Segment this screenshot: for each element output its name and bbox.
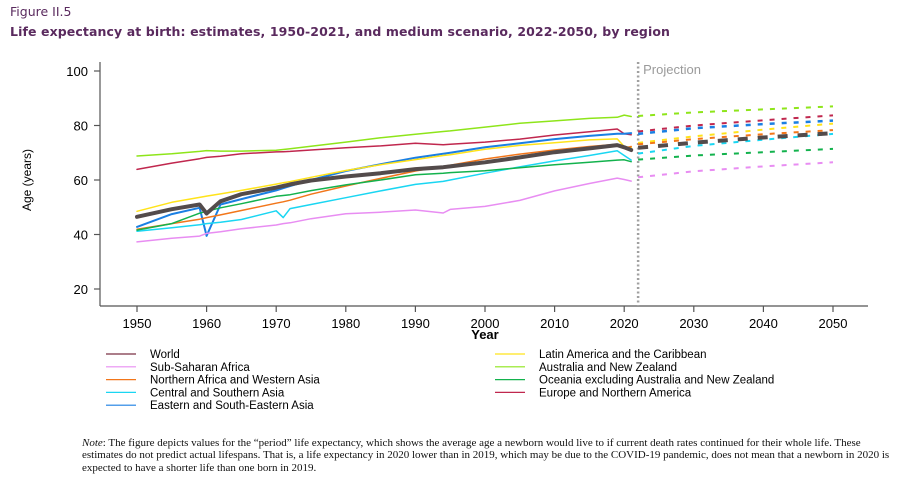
projection-label: Projection bbox=[643, 62, 701, 77]
x-axis-title: Year bbox=[471, 327, 498, 342]
figure-label: Figure II.5 bbox=[10, 4, 72, 19]
x-tick-label: 2020 bbox=[610, 316, 639, 331]
legend-item: Sub-Saharan Africa bbox=[106, 362, 250, 374]
series-projection-latin-america-and-the-caribbean bbox=[637, 122, 834, 144]
series-line-sub-saharan-africa bbox=[136, 177, 632, 243]
note-prefix: Note bbox=[82, 437, 103, 449]
series-projection-eastern-and-south-eastern-asia bbox=[637, 119, 834, 136]
series-line-eastern-and-south-eastern-asia bbox=[136, 132, 633, 237]
figure-title: Life expectancy at birth: estimates, 195… bbox=[10, 24, 671, 39]
legend-item: Europe and Northern America bbox=[495, 387, 692, 399]
series-line-australia-and-new-zealand bbox=[136, 114, 632, 157]
x-tick-label: 2010 bbox=[540, 316, 569, 331]
series-projection-world bbox=[637, 131, 834, 150]
legend-item: Northern Africa and Western Asia bbox=[106, 375, 320, 387]
series-layer bbox=[135, 105, 834, 243]
legend-label: Central and Southern Asia bbox=[150, 387, 285, 399]
x-tick-label: 2000 bbox=[471, 316, 500, 331]
legend-label: Europe and Northern America bbox=[539, 387, 692, 399]
y-tick-label: 40 bbox=[74, 228, 88, 243]
x-tick-label: 2040 bbox=[749, 316, 778, 331]
x-tick-label: 1950 bbox=[123, 316, 152, 331]
y-axis-title: Age (years) bbox=[20, 149, 34, 211]
legend-item: Central and Southern Asia bbox=[106, 387, 285, 399]
legend-label: Northern Africa and Western Asia bbox=[150, 375, 320, 387]
series-projection-sub-saharan-africa bbox=[637, 161, 834, 179]
y-tick-label: 100 bbox=[66, 64, 88, 79]
series-line-latin-america-and-the-caribbean bbox=[136, 138, 632, 213]
x-tick-label: 1970 bbox=[262, 316, 291, 331]
series-projection-australia-and-new-zealand bbox=[638, 105, 834, 117]
figure-note: Note: The figure depicts values for the … bbox=[82, 437, 900, 474]
note-text: : The figure depicts values for the “per… bbox=[82, 437, 890, 474]
y-tick-label: 60 bbox=[74, 173, 88, 188]
x-tick-label: 1960 bbox=[192, 316, 221, 331]
series-projection-oceania-excluding-australia-and-new-zealand bbox=[638, 147, 834, 161]
legend-label: Latin America and the Caribbean bbox=[539, 349, 707, 361]
legend-item: Oceania excluding Australia and New Zeal… bbox=[495, 375, 774, 387]
legend-label: Australia and New Zealand bbox=[539, 362, 677, 374]
legend-item: Australia and New Zealand bbox=[495, 362, 677, 374]
legend-item: Latin America and the Caribbean bbox=[495, 349, 707, 361]
series-projection-central-and-southern-asia bbox=[637, 132, 834, 155]
series-projection-europe-and-northern-america bbox=[637, 114, 834, 133]
series-line-europe-and-northern-america bbox=[136, 128, 632, 171]
legend-label: Sub-Saharan Africa bbox=[150, 362, 250, 374]
legend-item: World bbox=[106, 349, 180, 361]
x-tick-label: 1990 bbox=[401, 316, 430, 331]
legend-label: Eastern and South-Eastern Asia bbox=[150, 400, 314, 412]
x-tick-label: 2050 bbox=[819, 316, 848, 331]
legend-label: Oceania excluding Australia and New Zeal… bbox=[539, 375, 774, 387]
series-line-world bbox=[135, 143, 634, 219]
series-line-central-and-southern-asia bbox=[136, 150, 632, 232]
x-tick-label: 2030 bbox=[679, 316, 708, 331]
y-tick-label: 80 bbox=[74, 119, 88, 134]
y-tick-label: 20 bbox=[74, 282, 88, 297]
series-projection-northern-africa-and-western-asia bbox=[638, 129, 834, 146]
x-tick-label: 1980 bbox=[331, 316, 360, 331]
legend-item: Eastern and South-Eastern Asia bbox=[106, 400, 314, 412]
legend-label: World bbox=[150, 349, 180, 361]
